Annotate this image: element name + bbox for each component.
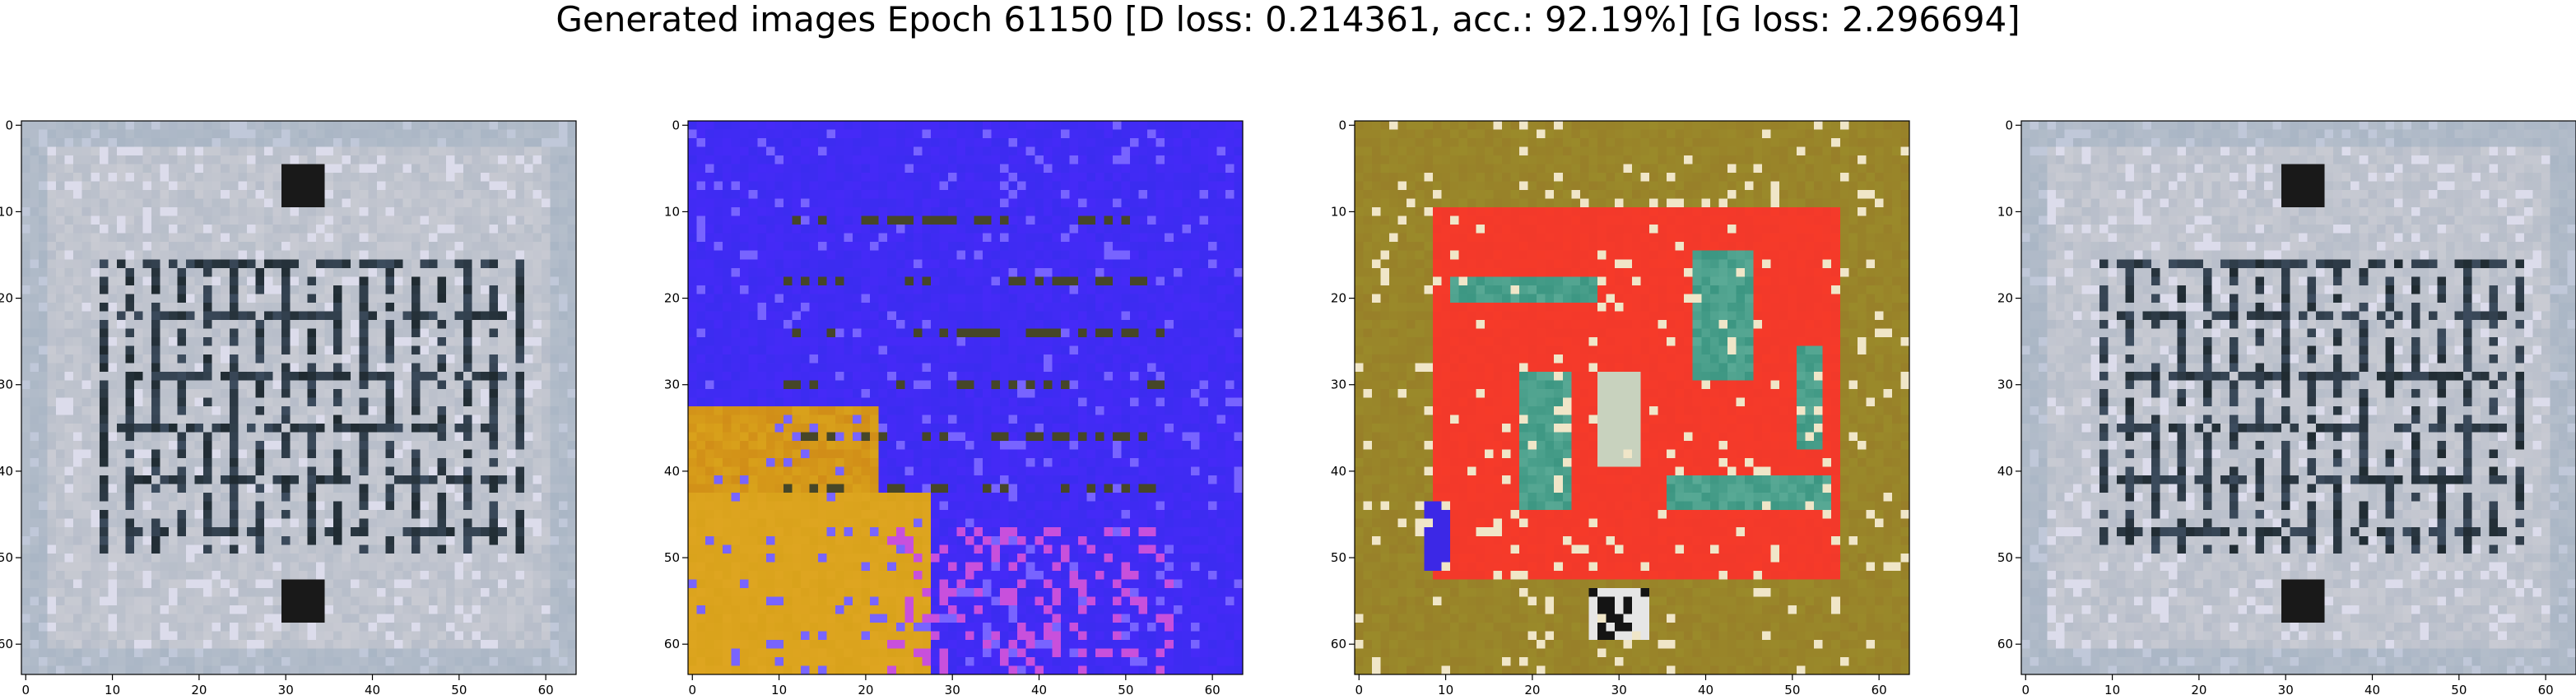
x-tick-label: 10: [771, 683, 787, 695]
generated-image-1: [21, 121, 576, 674]
x-tick-label: 50: [2451, 683, 2467, 695]
y-tick-label: 10: [1331, 204, 1346, 219]
x-tick-label: 0: [1355, 683, 1363, 695]
y-tick-label: 60: [0, 637, 13, 651]
axes-4: 0 10 20 30 40 50 60 0 10 20 30 40 50 60: [1997, 118, 2576, 695]
panel-4: 0 10 20 30 40 50 60 0 10 20 30 40 50 60: [1997, 0, 2576, 695]
y-tick-label: 40: [0, 464, 13, 479]
y-tick-label: 10: [0, 204, 13, 219]
y-tick-label: 0: [672, 118, 680, 132]
generated-image-4: [2021, 121, 2576, 674]
x-tick-label: 60: [1872, 683, 1887, 695]
axes-2: 0 10 20 30 40 50 60 0 10 20 30 40 50 60: [664, 118, 1244, 695]
y-tick-label: 0: [1338, 118, 1346, 132]
x-tick-label: 10: [105, 683, 120, 695]
y-tick-label: 10: [1997, 204, 2013, 219]
panel-2: 0 10 20 30 40 50 60 0 10 20 30 40 50 60: [664, 0, 1244, 695]
y-tick-label: 20: [664, 291, 680, 306]
x-tick-label: 10: [1438, 683, 1453, 695]
x-tick-label: 40: [365, 683, 380, 695]
x-tick-label: 40: [1698, 683, 1713, 695]
y-tick-label: 30: [664, 378, 680, 392]
x-tick-label: 30: [1611, 683, 1627, 695]
x-tick-label: 20: [858, 683, 873, 695]
panel-3: 0 10 20 30 40 50 60 0 10 20 30 40 50 60: [1331, 0, 1910, 695]
y-tick-label: 30: [1331, 378, 1346, 392]
generated-image-2: [688, 121, 1243, 674]
y-tick-label: 40: [1331, 464, 1346, 479]
axes-frame: [687, 120, 1244, 675]
x-tick-label: 30: [278, 683, 294, 695]
figure-title: Generated images Epoch 61150 [D loss: 0.…: [556, 0, 2020, 39]
axes-3: 0 10 20 30 40 50 60 0 10 20 30 40 50 60: [1331, 118, 1910, 695]
x-tick-label: 0: [2021, 683, 2030, 695]
y-tick-label: 30: [0, 378, 13, 392]
generated-image-3: [1355, 121, 1909, 674]
y-tick-label: 60: [1997, 637, 2013, 651]
x-tick-label: 60: [538, 683, 554, 695]
x-tick-label: 50: [1784, 683, 1800, 695]
x-tick-label: 40: [1031, 683, 1047, 695]
y-tick-label: 20: [1331, 291, 1346, 306]
x-tick-label: 30: [2278, 683, 2294, 695]
x-tick-label: 50: [1118, 683, 1133, 695]
y-tick-label: 50: [1997, 550, 2013, 565]
y-tick-label: 40: [1997, 464, 2013, 479]
axes-frame: [21, 120, 577, 675]
y-tick-label: 0: [2005, 118, 2013, 132]
y-tick-label: 50: [664, 550, 680, 565]
x-tick-label: 60: [2538, 683, 2554, 695]
y-tick-label: 10: [664, 204, 680, 219]
x-tick-label: 40: [2364, 683, 2380, 695]
y-tick-label: 50: [1331, 550, 1346, 565]
axes-frame: [2020, 120, 2576, 675]
axes-frame: [1354, 120, 1910, 675]
x-tick-label: 20: [1524, 683, 1540, 695]
x-tick-label: 30: [945, 683, 960, 695]
y-tick-label: 60: [1331, 637, 1346, 651]
axes-1: 0 10 20 30 40 50 60 0 10 20 30 40 50 60: [0, 118, 577, 695]
y-tick-label: 20: [1997, 291, 2013, 306]
x-tick-label: 60: [1205, 683, 1221, 695]
x-tick-label: 10: [2104, 683, 2120, 695]
x-tick-label: 20: [191, 683, 207, 695]
y-tick-label: 40: [664, 464, 680, 479]
x-tick-label: 20: [2191, 683, 2206, 695]
x-tick-label: 0: [21, 683, 30, 695]
y-tick-label: 20: [0, 291, 13, 306]
x-tick-label: 0: [688, 683, 696, 695]
panel-1: 0 10 20 30 40 50 60 0 10 20 30 40 50 60: [0, 0, 577, 695]
y-tick-label: 30: [1997, 378, 2013, 392]
y-tick-label: 60: [664, 637, 680, 651]
y-tick-label: 0: [5, 118, 13, 132]
y-tick-label: 50: [0, 550, 13, 565]
x-tick-label: 50: [451, 683, 467, 695]
